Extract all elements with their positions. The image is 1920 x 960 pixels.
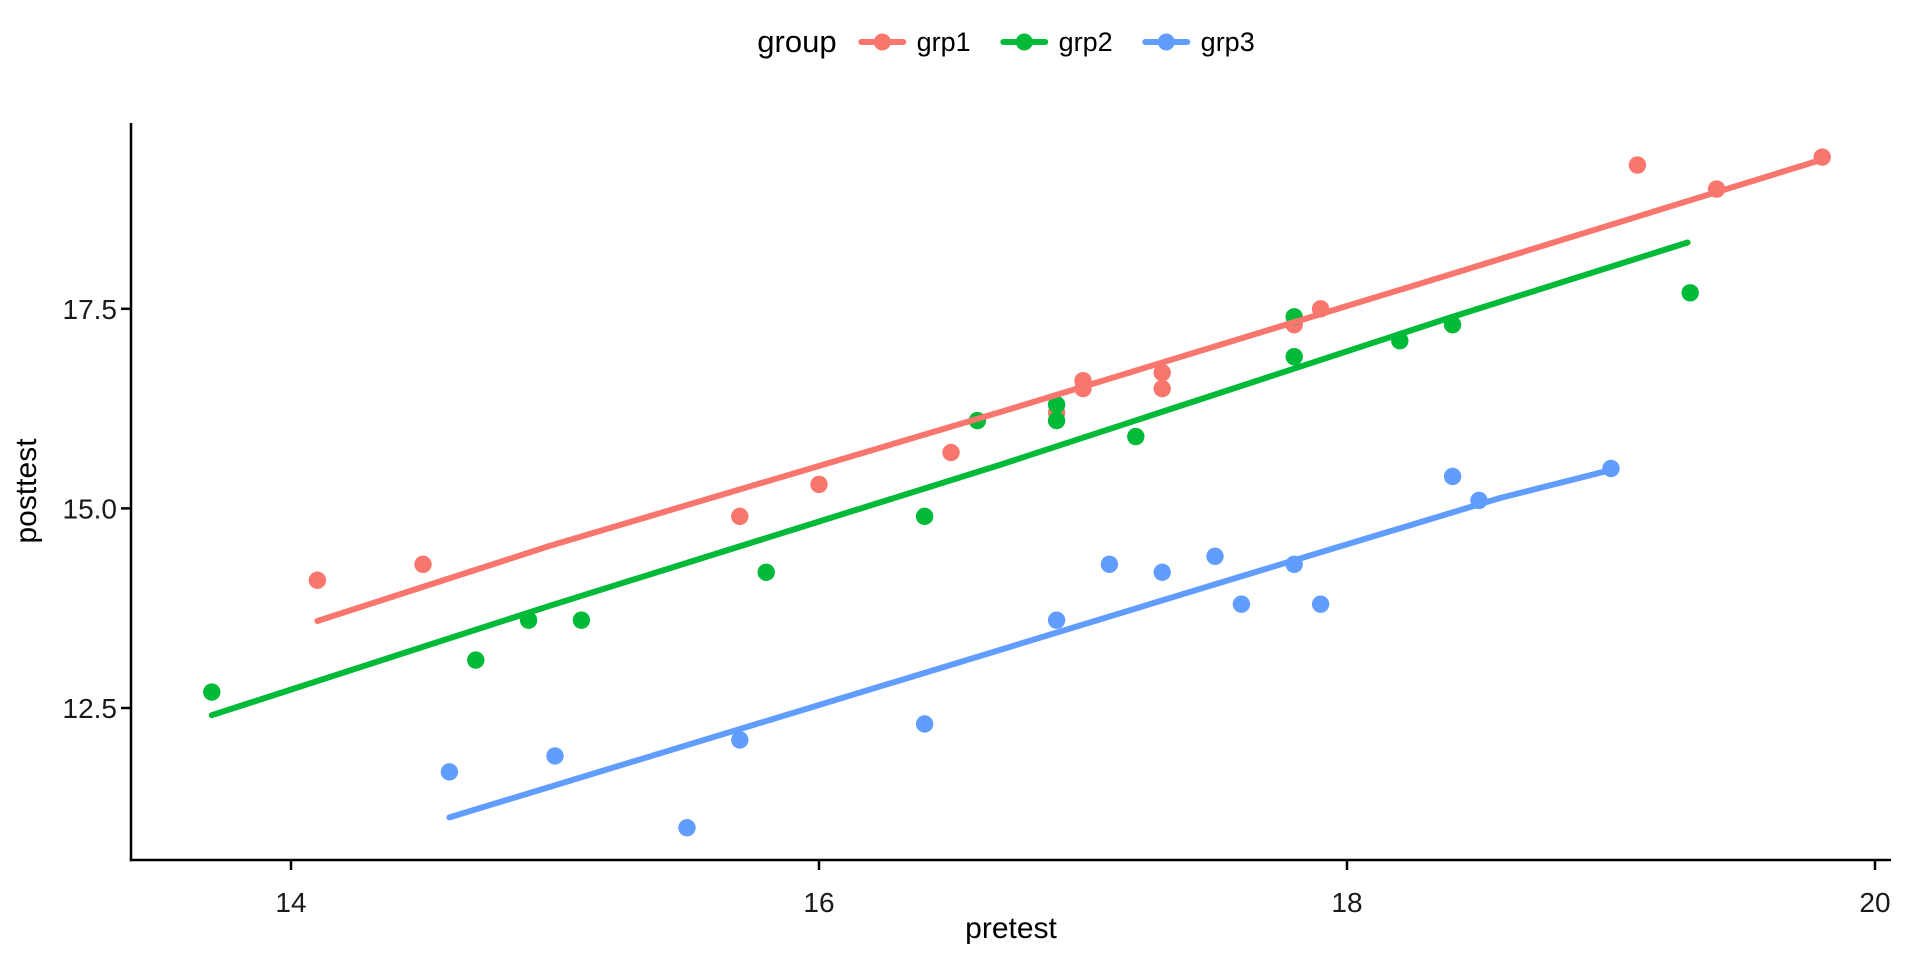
data-point-grp2 — [1285, 348, 1303, 366]
data-point-grp1 — [1153, 363, 1171, 382]
data-point-grp2 — [203, 683, 221, 701]
data-point-grp3 — [546, 747, 564, 765]
legend-key-icon-grp3 — [1142, 33, 1191, 51]
data-point-grp3 — [1232, 595, 1251, 613]
data-point-grp3 — [915, 715, 934, 733]
data-point-grp2 — [757, 563, 775, 581]
data-point-grp3 — [678, 819, 696, 837]
data-point-grp3 — [1311, 595, 1330, 613]
y-axis-title: posttest — [10, 438, 43, 544]
x-tick-label: 18 — [1331, 887, 1362, 918]
legend-item-grp3: grp3 — [1142, 26, 1255, 58]
legend-title: group — [757, 24, 837, 59]
y-tick-label: 15.0 — [63, 493, 118, 524]
data-point-grp2 — [1047, 395, 1066, 414]
x-tick-label: 14 — [275, 887, 306, 918]
data-point-grp3 — [1206, 547, 1224, 566]
legend-key-icon-grp2 — [1000, 33, 1049, 51]
legend-key-dot — [874, 33, 892, 51]
x-axis-title: pretest — [965, 912, 1057, 945]
data-point-grp2 — [572, 611, 591, 629]
data-point-grp2 — [915, 507, 934, 526]
data-point-grp3 — [1153, 563, 1171, 581]
legend-key-dot — [1158, 33, 1176, 51]
trend-line-grp3 — [446, 466, 1617, 821]
x-tick-label: 16 — [803, 887, 834, 918]
data-point-grp2 — [467, 651, 485, 669]
legend-item-grp2: grp2 — [1000, 26, 1113, 58]
legend-item-grp1: grp1 — [858, 26, 971, 58]
data-point-grp3 — [1047, 611, 1066, 629]
legend-key-icon-grp1 — [858, 33, 907, 51]
data-point-grp1 — [308, 571, 327, 589]
legend-key-dot — [1016, 33, 1034, 51]
legend-label-grp2: grp2 — [1058, 26, 1113, 57]
data-point-grp1 — [414, 555, 432, 573]
trend-line-grp1 — [314, 155, 1828, 624]
legend-label-grp1: grp1 — [916, 26, 971, 57]
data-point-grp1 — [1153, 379, 1171, 398]
data-point-grp1 — [810, 475, 828, 494]
data-point-grp3 — [731, 731, 749, 749]
x-tick-label: 20 — [1859, 887, 1890, 918]
legend-label-grp3: grp3 — [1200, 26, 1255, 57]
y-tick-label: 17.5 — [63, 294, 118, 325]
data-point-grp1 — [942, 443, 960, 462]
data-point-grp3 — [1443, 467, 1462, 486]
data-point-grp3 — [440, 763, 459, 781]
data-point-grp2 — [1681, 284, 1699, 302]
data-point-grp2 — [1127, 427, 1145, 446]
data-point-grp2 — [1047, 411, 1066, 430]
y-tick-label: 12.5 — [63, 693, 118, 724]
trend-line-grp2 — [208, 239, 1691, 719]
data-point-grp1 — [1628, 156, 1647, 174]
data-point-grp3 — [1100, 555, 1119, 573]
legend: group grp1 grp2 grp3 — [757, 24, 1254, 60]
data-point-grp1 — [731, 507, 749, 526]
